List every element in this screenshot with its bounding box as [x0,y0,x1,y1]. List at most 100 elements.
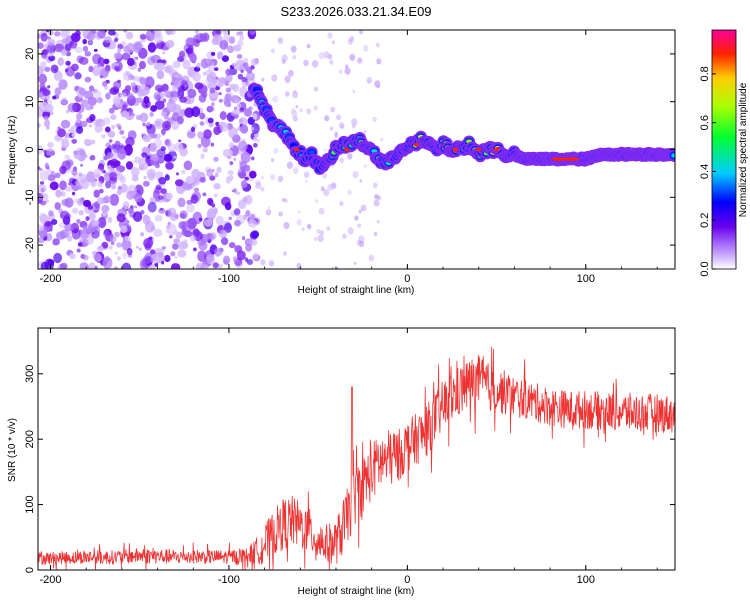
noise-blob [245,210,251,217]
noise-blob [207,105,215,112]
noise-blob [251,230,260,239]
noise-blob [323,189,330,197]
spectrogram-y-axis: -20 -10 0 10 20 [24,48,675,253]
noise-blob [197,131,204,140]
ridge-peak [343,147,350,152]
noise-blob [359,179,363,183]
noise-blob [114,251,119,255]
noise-blob [237,103,242,108]
noise-blob [116,172,124,181]
noise-blob [161,111,168,117]
noise-blob [277,37,284,44]
x-tick-label: 0 [404,574,410,586]
noise-blob [103,117,111,125]
noise-blob [105,92,111,100]
noise-blob [89,85,95,92]
noise-blob [187,45,194,53]
noise-blob [231,63,237,67]
noise-blob [249,238,258,246]
noise-blob [256,139,260,143]
noise-blob [209,87,216,94]
noise-blob [261,77,265,82]
noise-blob [281,58,287,65]
noise-blob [84,104,91,111]
noise-blob [42,89,51,96]
noise-blob [177,144,183,151]
noise-blob [126,190,135,200]
noise-blob [250,65,255,70]
noise-blob [161,246,166,250]
noise-blob [101,169,105,173]
noise-blob [178,139,182,143]
noise-blob [228,126,238,139]
noise-blob [373,231,378,236]
noise-blob [127,92,134,100]
noise-blob [224,222,232,233]
ridge-core [308,150,315,155]
noise-blob [52,238,60,246]
noise-blob [88,40,93,45]
noise-blob [65,66,75,77]
noise-blob [125,136,135,147]
x-tick-label: -200 [39,273,61,285]
noise-blob [252,252,259,261]
noise-blob [168,69,178,78]
noise-blob [43,115,49,121]
noise-blob [237,73,244,80]
noise-blob [42,193,49,201]
noise-blob [214,247,224,256]
snr-series-line [38,346,675,570]
noise-blob [97,30,106,39]
noise-blob [232,188,238,194]
noise-blob [119,130,125,135]
noise-blob [60,229,70,239]
noise-blob [250,58,259,66]
noise-blob [317,234,324,243]
noise-blob [149,112,154,117]
noise-blob [270,48,276,54]
noise-blob [78,87,87,96]
noise-blob [313,105,318,111]
y-tick-label: 0 [24,146,36,152]
noise-blob [137,88,144,97]
noise-blob [205,58,210,64]
noise-blob [241,76,248,83]
noise-blob [64,132,71,139]
noise-blob [100,134,106,139]
noise-blob [249,30,257,35]
noise-blob [187,88,197,99]
noise-blob [153,228,163,237]
noise-blob [319,230,325,236]
noise-blob [283,251,287,256]
noise-blob [234,220,241,227]
noise-blob [108,139,113,143]
noise-blob [223,30,228,35]
noise-blob [60,210,70,220]
noise-blob [253,136,258,142]
noise-blob [314,237,318,242]
spectrogram-x-axis: -200 -100 0 100 [39,30,658,285]
noise-blob [316,229,321,234]
noise-blob [110,86,120,95]
noise-blob [103,230,110,238]
noise-blob [196,62,201,69]
noise-blob [87,96,97,107]
noise-blob [173,155,178,159]
noise-blob [374,194,379,200]
noise-blob [375,42,380,48]
colorbar-label: Normalized spectral amplitude [738,82,749,217]
noise-blob [52,95,57,100]
colorbar-tick-label: 0.0 [699,261,711,276]
noise-blob [47,85,51,89]
noise-blob [57,126,61,129]
noise-blob [303,59,309,67]
noise-blob [110,114,117,120]
noise-blob [60,191,66,197]
noise-blob [245,243,253,252]
noise-blob [87,31,95,41]
noise-blob [200,153,205,159]
noise-blob [40,200,47,206]
noise-blob [278,211,283,217]
noise-blob [164,138,172,147]
noise-blob [105,180,112,189]
